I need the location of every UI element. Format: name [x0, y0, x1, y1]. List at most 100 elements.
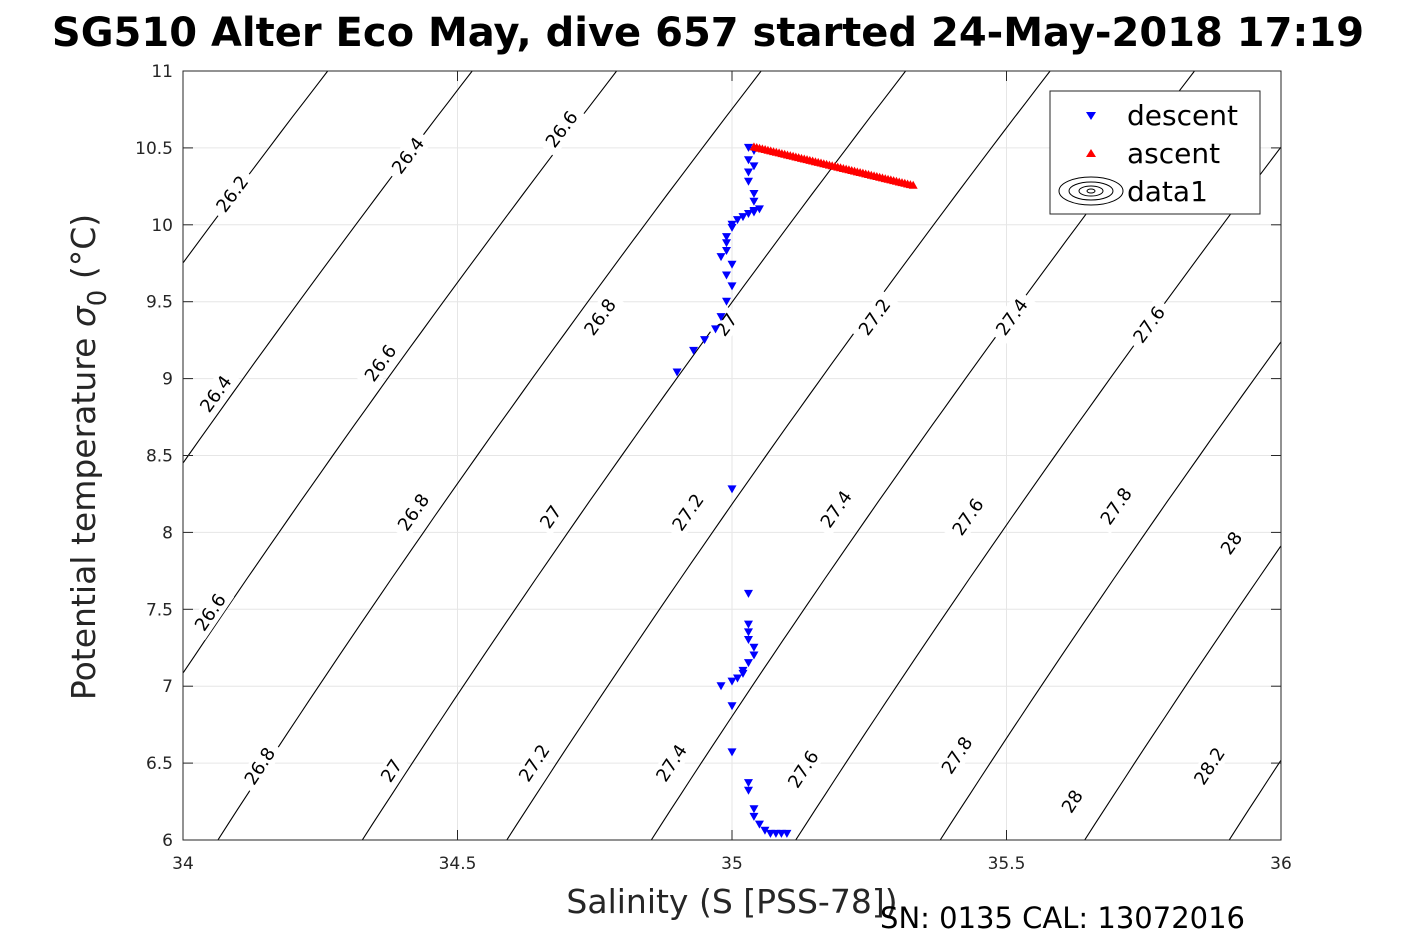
descent-point	[749, 812, 759, 821]
contour-label-bg	[510, 735, 558, 791]
descent-point	[722, 271, 732, 280]
descent-point	[749, 190, 759, 199]
serial-calibration-footer: SN: 0135 CAL: 13072016	[880, 901, 1245, 935]
descent-point	[749, 805, 759, 814]
descent-point	[732, 674, 742, 683]
descent-point	[749, 651, 759, 660]
y-axis-label: Potential temperature σ0 (°C)	[64, 214, 113, 700]
y-axis-ticks: 6 6.5 7 7.5 8 8.5 9 9.5 10 10.5 11	[135, 62, 1281, 851]
y-tick-label: 6	[162, 831, 173, 851]
contour-label-bg	[186, 584, 235, 641]
x-tick-label: 35	[721, 854, 743, 874]
descent-point	[743, 620, 753, 629]
contour-label-bg	[236, 738, 284, 794]
legend-data1-label: data1	[1127, 175, 1208, 208]
contour-label-bg	[1055, 782, 1090, 821]
descent-point	[749, 197, 759, 206]
y-axis-label-subscript: 0	[83, 290, 113, 307]
contour-label-bg	[664, 484, 712, 541]
descent-point	[743, 210, 753, 219]
contour-label-bg	[708, 306, 745, 344]
y-tick-label: 8.5	[146, 447, 173, 467]
descent-point	[716, 253, 726, 262]
contour-label-bg	[575, 289, 625, 345]
y-axis-label-symbol: σ	[64, 305, 103, 327]
descent-point	[689, 346, 699, 355]
descent-point	[711, 325, 721, 334]
descent-point	[743, 779, 753, 788]
descent-point	[727, 223, 737, 232]
x-tick-label: 34.5	[439, 854, 477, 874]
descent-point	[700, 336, 710, 345]
descent-point	[743, 628, 753, 637]
descent-point	[754, 820, 764, 829]
descent-point	[727, 485, 737, 494]
descent-point	[749, 162, 759, 171]
contour-line-26-8	[217, 71, 762, 840]
descent-point	[722, 233, 732, 242]
x-tick-label: 34	[172, 854, 194, 874]
y-tick-label: 6.5	[146, 754, 173, 774]
x-axis-ticks: 34 34.5 35 35.5 36	[172, 71, 1292, 874]
contour-label-bg	[356, 335, 405, 391]
contour-label-bg	[1186, 738, 1234, 794]
y-tick-label: 8	[162, 523, 173, 543]
x-axis-label: Salinity (S [PSS-78])	[566, 882, 897, 921]
contour-label-bg	[812, 481, 861, 537]
legend-data1-contour-icon	[1058, 176, 1124, 206]
legend-ascent-marker	[1086, 149, 1096, 157]
contour-label-bg	[389, 484, 438, 541]
descent-point	[716, 313, 726, 322]
descent-point	[782, 829, 792, 838]
y-axis-label-text: Potential temperature	[64, 327, 103, 700]
descent-point	[754, 205, 764, 214]
y-tick-label: 9	[162, 370, 173, 390]
contour-label-bg	[1124, 297, 1174, 353]
contour-label-bg	[533, 498, 569, 536]
descent-point	[760, 826, 770, 835]
ascent-point	[908, 180, 918, 189]
descent-point	[743, 168, 753, 177]
descent-point	[743, 786, 753, 795]
contour-label-bg	[207, 166, 257, 222]
chart-title: SG510 Alter Eco May, dive 657 started 24…	[52, 10, 1364, 56]
descent-point	[727, 748, 737, 757]
descent-point	[743, 156, 753, 165]
legend-descent-label: descent	[1127, 99, 1238, 132]
descent-point	[738, 669, 748, 678]
descent-point	[732, 216, 742, 225]
contour-label-bg	[987, 289, 1037, 345]
contour-label-bg	[850, 289, 899, 345]
descent-point	[672, 368, 682, 377]
contour-label-bg	[191, 366, 240, 422]
contour-line-26-6	[183, 71, 618, 675]
descent-point	[722, 246, 732, 255]
contour-label-bg	[1214, 524, 1250, 562]
contour-label-bg	[944, 489, 992, 545]
descent-point	[749, 643, 759, 652]
legend-descent-marker	[1086, 112, 1096, 120]
descent-point	[727, 702, 737, 711]
contour-label-bg	[779, 741, 827, 798]
descent-point	[743, 589, 753, 598]
descent-point	[716, 682, 726, 691]
legend-box	[1049, 90, 1261, 215]
contour-label-bg	[374, 752, 410, 790]
contour-line-27	[361, 71, 907, 840]
contour-line-27-8	[939, 340, 1281, 840]
descent-point	[727, 260, 737, 269]
contour-label-bg	[1092, 478, 1141, 534]
descent-point	[727, 282, 737, 291]
contour-line-27-2	[506, 71, 1051, 840]
y-tick-label: 7.5	[146, 600, 173, 620]
descent-point	[743, 636, 753, 645]
contour-label-bg	[383, 128, 433, 183]
ascent-series	[749, 142, 918, 189]
descent-point	[722, 239, 732, 248]
y-tick-label: 10	[151, 216, 173, 236]
contour-label-bg	[648, 735, 696, 791]
descent-point	[743, 659, 753, 668]
y-tick-label: 9.5	[146, 293, 173, 313]
descent-point	[743, 143, 753, 152]
